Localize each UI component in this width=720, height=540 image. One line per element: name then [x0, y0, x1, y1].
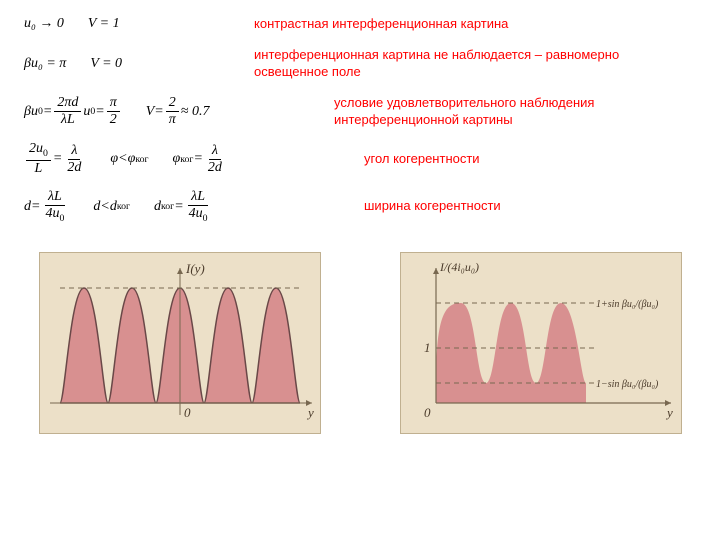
svg-text:1: 1 [424, 340, 431, 355]
svg-text:0: 0 [184, 405, 191, 420]
eq-d-kog: dког = λL4u0 [154, 190, 213, 224]
svg-text:I(y): I(y) [185, 261, 205, 276]
eq-group-3: βu0 = 2πdλL u0 = π2 V = 2π ≈ 0.7 [24, 96, 334, 127]
condition-row-4: 2u0L = λ2d φ < φког φког = λ2d угол коге… [24, 142, 696, 176]
eq-bu0-frac: βu0 = 2πdλL u0 = π2 [24, 96, 122, 127]
eq-2u0-L: 2u0L = λ2d [24, 142, 86, 176]
eq-u0-0: u₀ → 0 [24, 16, 64, 32]
eq-v-07: V = 2π ≈ 0.7 [146, 96, 210, 127]
eq-d-frac: d = λL4u0 [24, 190, 69, 224]
label-no-pattern: интерференционная картина не наблюдается… [254, 47, 696, 81]
label-coherence-angle: угол когерентности [364, 151, 480, 168]
condition-row-2: βu₀ = π V = 0 интерференционная картина … [24, 47, 696, 81]
condition-row-1: u₀ → 0 V = 1 контрастная интерференционн… [24, 16, 696, 33]
svg-text:y: y [665, 405, 673, 420]
eq-v1: V = 1 [88, 16, 120, 32]
label-contrast: контрастная интерференционная картина [254, 16, 508, 33]
eq-group-2: βu₀ = π V = 0 [24, 56, 254, 72]
svg-text:1−sin βu₀/(βu₀): 1−sin βu₀/(βu₀) [596, 379, 659, 390]
svg-text:I/(4i₀u₀): I/(4i₀u₀) [439, 260, 479, 274]
condition-row-3: βu0 = 2πdλL u0 = π2 V = 2π ≈ 0.7 условие… [24, 95, 696, 129]
label-satisfactory: условие удовлетворительного наблюдения и… [334, 95, 614, 129]
diagram-row: I(y) y 0 I/(4i₀u₀) y 0 1 1+sin βu₀/(βu₀) 1−sin … [24, 252, 696, 434]
eq-group-5: d = λL4u0 d < dког dког = λL4u0 [24, 190, 364, 224]
svg-text:1+sin βu₀/(βu₀): 1+sin βu₀/(βu₀) [596, 299, 659, 310]
label-coherence-width: ширина когерентности [364, 198, 501, 215]
eq-group-4: 2u0L = λ2d φ < φког φког = λ2d [24, 142, 364, 176]
svg-text:0: 0 [424, 405, 431, 420]
eq-phi-kog: φког = λ2d [173, 144, 227, 175]
svg-text:y: y [306, 405, 314, 420]
diagram-low-contrast: I/(4i₀u₀) y 0 1 1+sin βu₀/(βu₀) 1−sin βu₀/(βu… [400, 252, 682, 434]
diagram-high-contrast: I(y) y 0 [39, 252, 321, 434]
eq-d-lt: d < dког [93, 199, 130, 215]
condition-row-5: d = λL4u0 d < dког dког = λL4u0 ширина к… [24, 190, 696, 224]
eq-v0: V = 0 [90, 56, 122, 72]
eq-phi-lt: φ < φког [110, 151, 148, 167]
eq-group-1: u₀ → 0 V = 1 [24, 16, 254, 32]
eq-bu0-pi: βu₀ = π [24, 56, 66, 72]
